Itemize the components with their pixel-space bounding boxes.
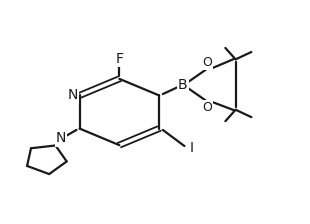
Text: B: B: [178, 78, 188, 92]
Text: F: F: [115, 52, 123, 66]
Text: O: O: [202, 56, 212, 69]
Text: I: I: [190, 141, 193, 155]
Text: N: N: [56, 131, 66, 145]
Text: O: O: [202, 101, 212, 114]
Text: N: N: [68, 88, 78, 102]
